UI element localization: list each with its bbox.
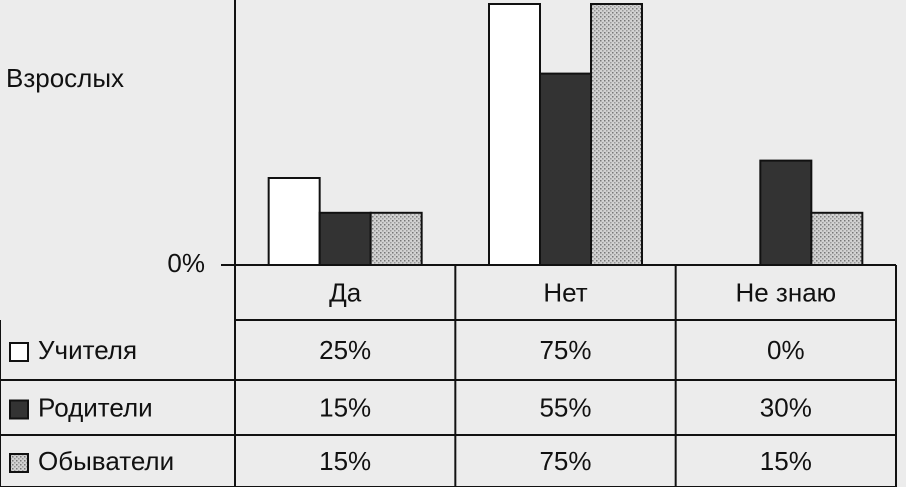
table-value: 0%: [767, 335, 805, 365]
table-value: 30%: [760, 392, 812, 422]
bar: [759, 159, 813, 267]
bar: [488, 3, 541, 266]
table-value: 55%: [539, 392, 591, 422]
table-value: 15%: [760, 446, 812, 476]
table-value: 15%: [319, 446, 371, 476]
y-tick-label: 0%: [167, 248, 205, 278]
table-value: 15%: [319, 392, 371, 422]
y-axis-label: Взрослых: [6, 63, 124, 93]
table-value: 75%: [539, 335, 591, 365]
table-value: 75%: [539, 446, 591, 476]
table-value: 25%: [319, 335, 371, 365]
legend-label: Родители: [38, 392, 153, 422]
legend-swatch: [9, 399, 29, 420]
x-tick-label: Да: [329, 277, 362, 307]
bar: [810, 211, 864, 267]
legend-swatch: [9, 342, 29, 362]
bar: [590, 3, 643, 266]
legend-swatch: [9, 453, 29, 473]
bar: [539, 72, 592, 266]
legend-label: Обыватели: [38, 446, 174, 476]
legend-label: Учителя: [38, 335, 137, 365]
bar: [369, 211, 423, 267]
bar: [318, 211, 372, 267]
x-tick-label: Не знаю: [735, 277, 836, 307]
bar: [267, 177, 321, 266]
x-tick-label: Нет: [543, 277, 587, 307]
